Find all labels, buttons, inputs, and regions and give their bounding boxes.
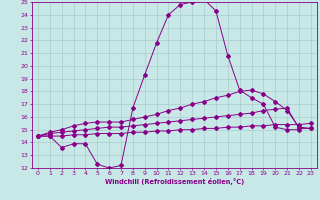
X-axis label: Windchill (Refroidissement éolien,°C): Windchill (Refroidissement éolien,°C) [105,178,244,185]
